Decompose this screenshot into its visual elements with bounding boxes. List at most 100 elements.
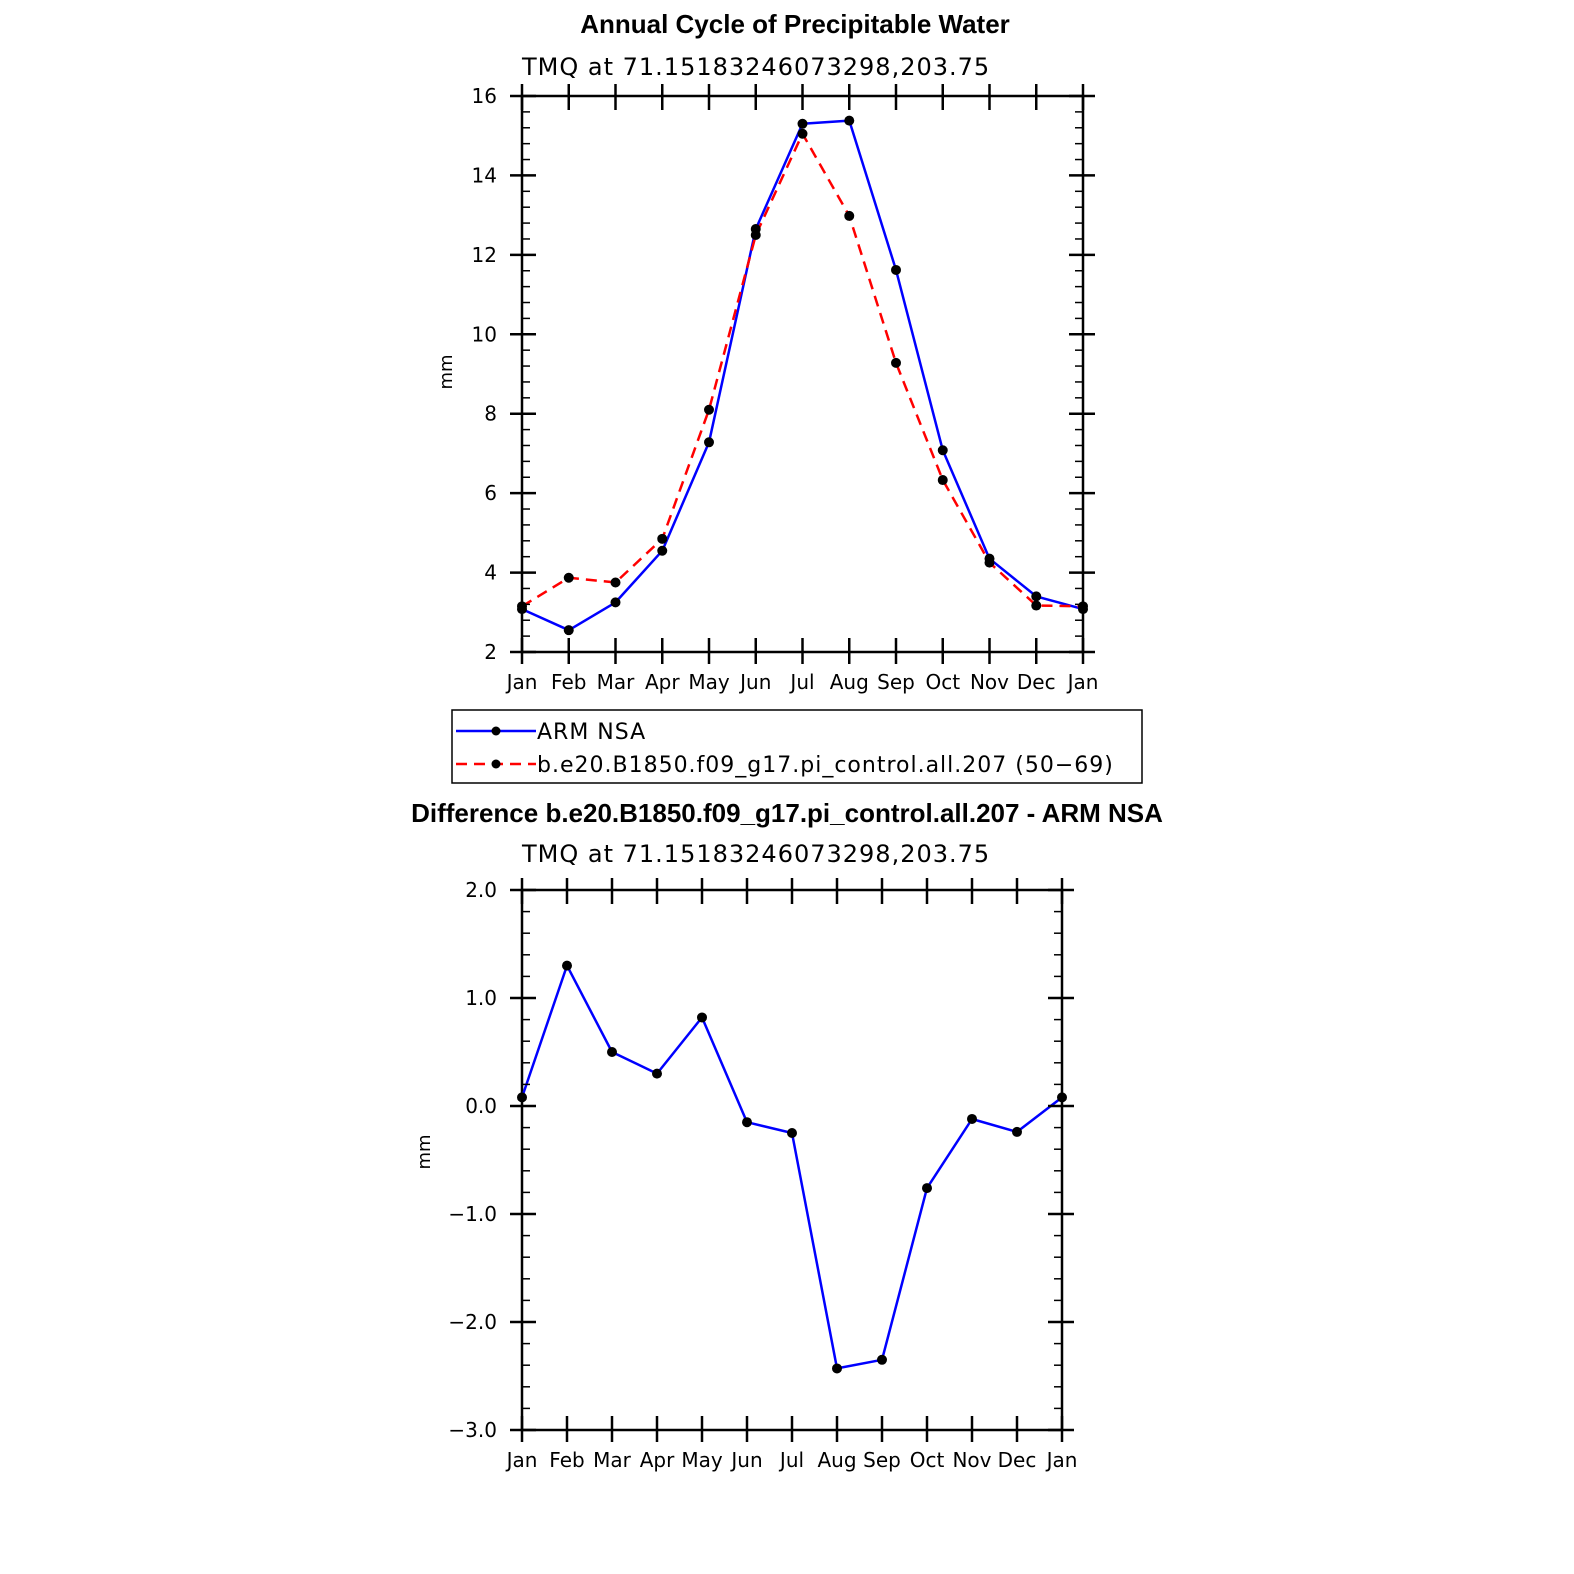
data-point-1 — [517, 601, 527, 612]
y-tick-label: 16 — [472, 84, 497, 108]
chart-subtitle: TMQ at 71.15183246073298,203.75 — [521, 53, 990, 81]
data-point-0 — [787, 1128, 797, 1138]
x-tick-label: Jul — [788, 670, 814, 694]
plot-frame — [520, 888, 1064, 1432]
chart-title: Annual Cycle of Precipitable Water — [580, 9, 1010, 39]
x-tick-label: Mar — [597, 670, 636, 694]
legend: ARM NSA b.e20.B1850.f09_g17.pi_control.a… — [451, 709, 1143, 784]
x-tick-label: Sep — [877, 670, 915, 694]
y-axis-label: mm — [436, 354, 457, 389]
data-point-0 — [922, 1183, 932, 1194]
x-tick-label: Jun — [729, 1448, 762, 1472]
y-tick-label: 4 — [484, 561, 497, 585]
tick-layer: Jan Feb Mar Apr May Jun Jul Aug Sep Oct Nov Dec Jan 2… — [472, 84, 1099, 694]
data-point-1 — [891, 357, 901, 368]
data-point-0 — [562, 960, 572, 971]
data-point-0 — [891, 264, 901, 275]
x-tick-label: Aug — [830, 670, 869, 694]
x-tick-label: Feb — [551, 670, 586, 694]
x-tick-label: Jan — [1045, 1448, 1078, 1472]
x-tick-label: Nov — [970, 670, 1009, 694]
data-point-0 — [877, 1354, 887, 1365]
x-tick-label: Apr — [640, 1448, 675, 1472]
y-tick-label: −3.0 — [448, 1418, 497, 1442]
y-axis-label: mm — [414, 1134, 435, 1169]
x-tick-label: Nov — [952, 1448, 991, 1472]
x-tick-label: Mar — [593, 1448, 632, 1472]
annual-cycle-chart: Annual Cycle of Precipitable Water TMQ a… — [436, 9, 1098, 694]
legend-marker-model — [491, 759, 501, 769]
x-tick-label: Oct — [925, 670, 960, 694]
x-tick-label: May — [688, 670, 730, 694]
x-tick-label: Feb — [549, 1448, 584, 1472]
x-tick-label: Aug — [817, 1448, 856, 1472]
x-tick-label: Sep — [863, 1448, 901, 1472]
series-layer — [517, 960, 1067, 1374]
data-point-1 — [1078, 601, 1088, 612]
data-point-1 — [797, 128, 808, 139]
data-point-0 — [1031, 591, 1042, 602]
data-point-0 — [844, 115, 855, 126]
data-point-0 — [697, 1012, 707, 1023]
x-tick-label: Jun — [738, 670, 771, 694]
chart-subtitle: TMQ at 71.15183246073298,203.75 — [521, 840, 990, 868]
data-point-0 — [1012, 1126, 1022, 1137]
data-point-1 — [1031, 600, 1042, 611]
data-point-0 — [704, 437, 714, 448]
tick-layer: Jan Feb Mar Apr May Jun Jul Aug Sep Oct Nov Dec Jan−… — [448, 878, 1077, 1472]
x-tick-label: Oct — [910, 1448, 945, 1472]
difference-chart: Difference b.e20.B1850.f09_g17.pi_contro… — [411, 798, 1163, 1472]
data-point-0 — [517, 1092, 527, 1103]
data-point-1 — [937, 475, 948, 486]
y-tick-label: 1.0 — [465, 986, 497, 1010]
data-point-1 — [610, 577, 621, 588]
x-tick-label: Jan — [505, 670, 538, 694]
legend-box — [451, 709, 1143, 784]
x-tick-label: Dec — [1017, 670, 1056, 694]
plot-frame — [520, 94, 1085, 654]
data-point-0 — [742, 1117, 752, 1128]
y-tick-label: −2.0 — [448, 1310, 497, 1334]
y-tick-label: 12 — [472, 243, 497, 267]
data-point-0 — [607, 1047, 617, 1057]
series-line-0 — [521, 119, 1084, 632]
data-point-1 — [984, 557, 995, 568]
data-point-0 — [967, 1113, 977, 1124]
series-layer — [517, 115, 1088, 636]
y-tick-label: 14 — [472, 163, 497, 187]
y-tick-label: 8 — [484, 402, 497, 426]
chart-title: Difference b.e20.B1850.f09_g17.pi_contro… — [411, 798, 1163, 828]
data-point-1 — [657, 533, 668, 544]
legend-marker-arm-nsa — [491, 726, 501, 736]
y-tick-label: 6 — [484, 481, 497, 505]
data-point-0 — [610, 597, 621, 608]
x-tick-label: Jan — [1066, 670, 1099, 694]
legend-label-model: b.e20.B1850.f09_g17.pi_control.all.207 (… — [537, 753, 1114, 778]
y-tick-label: 2.0 — [465, 878, 497, 902]
data-point-1 — [563, 572, 574, 583]
legend-label-arm-nsa: ARM NSA — [537, 720, 646, 745]
x-tick-label: May — [681, 1448, 723, 1472]
data-point-0 — [657, 545, 668, 556]
series-line-1 — [521, 132, 1084, 608]
data-point-0 — [563, 625, 574, 636]
x-tick-label: Apr — [645, 670, 680, 694]
data-point-1 — [844, 210, 855, 221]
y-tick-label: 10 — [472, 322, 497, 346]
x-tick-label: Jan — [505, 1448, 538, 1472]
data-point-0 — [652, 1068, 662, 1079]
plot-area — [520, 888, 1064, 1432]
data-point-0 — [937, 445, 948, 456]
y-tick-label: −1.0 — [448, 1202, 497, 1226]
x-tick-label: Jul — [778, 1448, 804, 1472]
y-tick-label: 2 — [484, 640, 497, 664]
x-tick-label: Dec — [998, 1448, 1037, 1472]
data-point-1 — [750, 230, 761, 240]
y-tick-label: 0.0 — [465, 1094, 497, 1118]
plot-area — [520, 94, 1085, 654]
series-line-0 — [520, 964, 1063, 1370]
data-point-0 — [797, 118, 808, 129]
data-point-0 — [832, 1363, 842, 1374]
data-point-0 — [1057, 1092, 1067, 1103]
